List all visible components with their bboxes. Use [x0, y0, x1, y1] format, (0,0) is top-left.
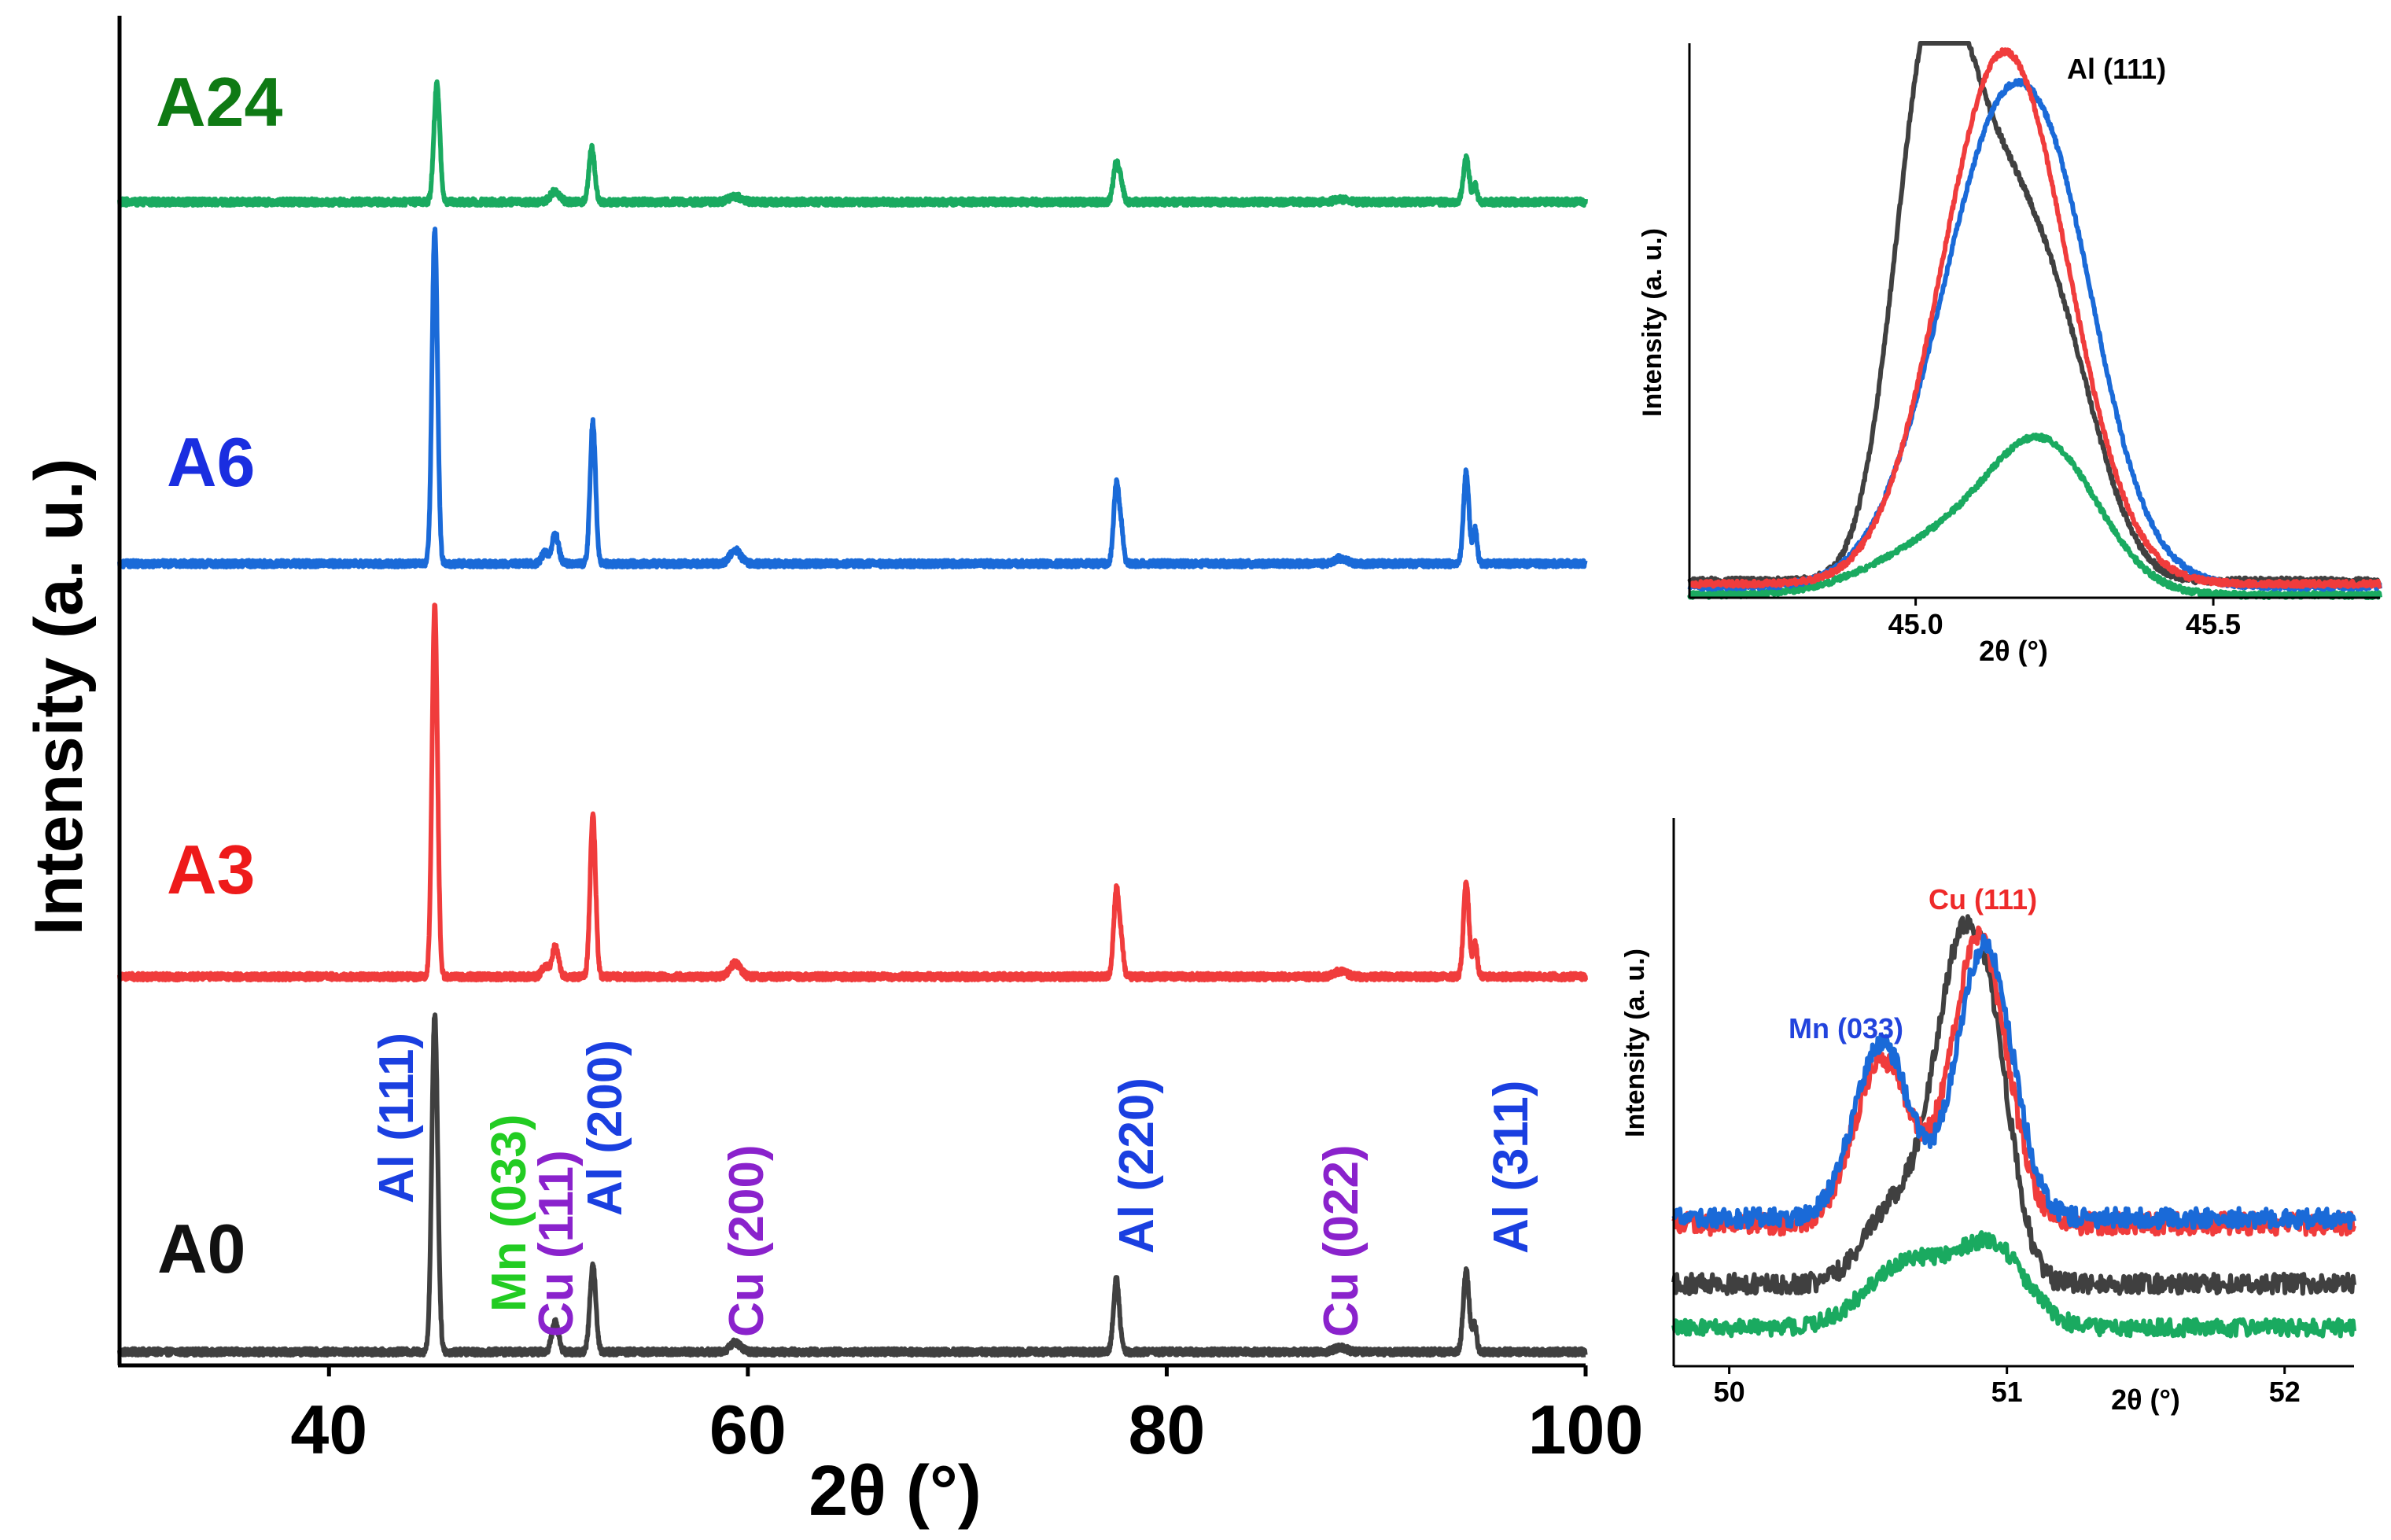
inset-al111-plot: 45.0 45.5 2θ (°) Intensity (a. u.) Al (111) — [1638, 41, 2382, 667]
main-series-a0 — [117, 1012, 1588, 1358]
inset-cu111-plot: 50 51 52 2θ (°) Intensity (a. u.) Cu (111) Mn … — [1620, 818, 2356, 1416]
inset-cu111-series-a0 — [1671, 914, 2356, 1296]
inset-cu111-x-tick-label: 50 — [1714, 1376, 1745, 1408]
inset-al111-series-a3 — [1687, 47, 2382, 589]
sample-label-a24: A24 — [156, 63, 282, 141]
main-series-a24 — [117, 79, 1588, 208]
inset-al111-y-axis-title: Intensity (a. u.) — [1638, 228, 1667, 417]
inset-cu111-annotation-mn033: Mn (033) — [1789, 1012, 1903, 1044]
inset-al111-series-a0 — [1687, 41, 2382, 587]
inset-cu111-series-a3 — [1671, 925, 2356, 1237]
inset-cu111-series-a6 — [1671, 933, 2356, 1231]
inset-cu111-x-tick-label: 52 — [2269, 1376, 2301, 1408]
peak-annotation: Mn (033) — [482, 1114, 536, 1312]
main-x-tick-label: 40 — [290, 1391, 367, 1468]
main-y-axis-title: Intensity (a. u.) — [21, 459, 97, 936]
inset-cu111-annotation-cu111: Cu (111) — [1929, 883, 2037, 916]
sample-label-a0: A0 — [157, 1210, 246, 1288]
peak-annotation: Al (220) — [1110, 1078, 1164, 1254]
inset-cu111-y-axis-title: Intensity (a. u.) — [1620, 949, 1650, 1137]
peak-annotation: Cu (111) — [529, 1150, 584, 1337]
sample-label-a6: A6 — [167, 423, 256, 501]
main-x-axis-title: 2θ (°) — [809, 1452, 982, 1531]
inset-al111-x-tick-label: 45.0 — [1888, 608, 1943, 640]
inset-al111-title: Al (111) — [2067, 53, 2166, 85]
inset-cu111-x-axis-title: 2θ (°) — [2111, 1383, 2180, 1416]
sample-label-a3: A3 — [167, 831, 256, 908]
main-series-a6 — [117, 227, 1588, 569]
main-x-tick-label: 100 — [1528, 1391, 1644, 1468]
peak-annotation: Al (311) — [1484, 1080, 1538, 1254]
main-x-tick-label: 80 — [1128, 1391, 1205, 1468]
peak-annotation: Al (111) — [370, 1033, 424, 1203]
inset-cu111-series-a24 — [1671, 1230, 2356, 1339]
inset-al111-series-a24 — [1687, 433, 2382, 600]
inset-al111-series-a6 — [1687, 77, 2382, 592]
peak-annotation: Al (200) — [578, 1040, 632, 1216]
main-xrd-plot: 40 60 80 100 2θ (°) Intensity (a. u.) A24 A6 A3 A… — [21, 16, 1643, 1531]
inset-al111-x-tick-label: 45.5 — [2186, 608, 2241, 640]
main-x-tick-label: 60 — [709, 1391, 787, 1468]
main-series-a3 — [117, 602, 1588, 983]
peak-annotation: Cu (022) — [1314, 1144, 1369, 1337]
inset-al111-x-axis-title: 2θ (°) — [1979, 635, 2048, 667]
inset-cu111-x-tick-label: 51 — [1991, 1376, 2023, 1408]
peak-annotation: Cu (200) — [720, 1144, 774, 1337]
